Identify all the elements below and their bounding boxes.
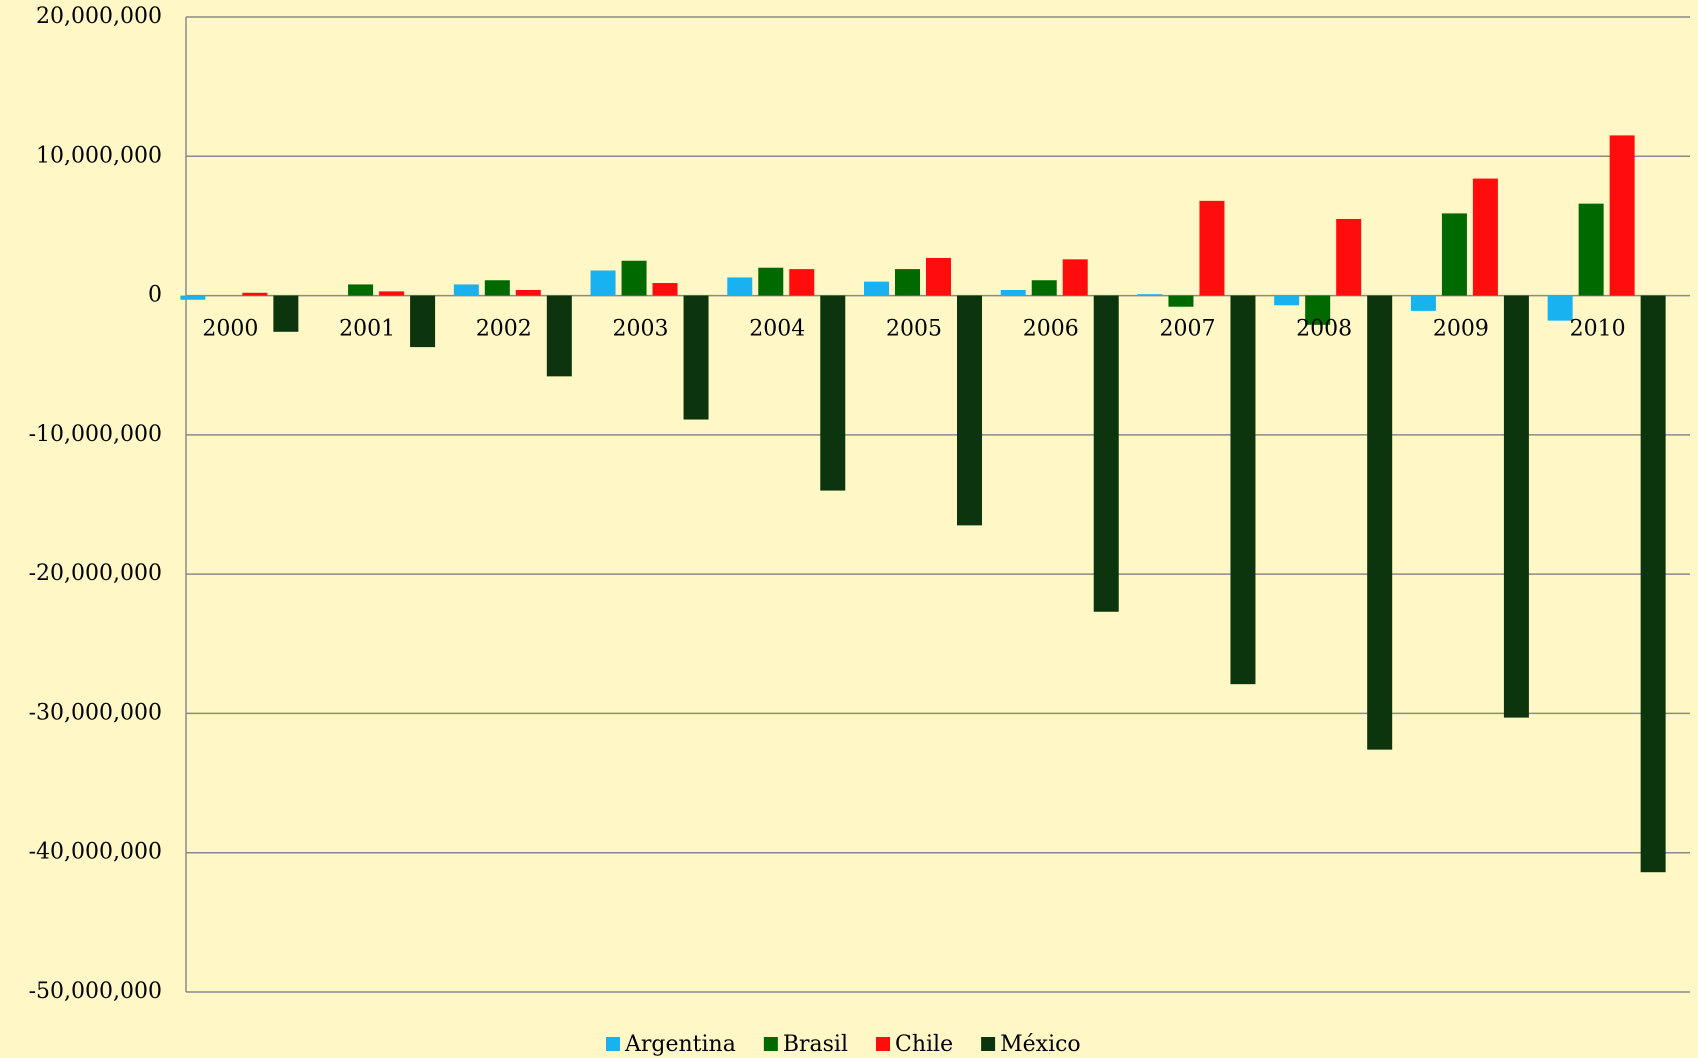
bar (895, 269, 920, 296)
legend-swatch (606, 1037, 620, 1051)
x-tick-label: 2006 (1023, 317, 1079, 342)
bar (515, 290, 541, 296)
bar (1062, 259, 1088, 296)
bar (1367, 295, 1393, 750)
bar (1031, 280, 1057, 296)
bar (758, 267, 784, 296)
bar (1578, 203, 1604, 296)
bar (1230, 295, 1256, 685)
bar (1410, 295, 1436, 311)
y-tick-label: -20,000,000 (29, 561, 162, 586)
x-tick-label: 2010 (1570, 317, 1626, 342)
bar (727, 277, 753, 296)
legend-swatch (876, 1037, 891, 1051)
bar (1609, 135, 1635, 296)
bar (273, 295, 299, 332)
y-tick-label: 0 (148, 283, 162, 308)
bar (379, 291, 405, 296)
y-tick-label: -10,000,000 (29, 422, 162, 447)
bar (1168, 295, 1194, 307)
legend-label: Brasil (783, 1032, 848, 1057)
x-tick-label: 2000 (202, 317, 258, 342)
bar (652, 283, 678, 296)
bar (957, 295, 982, 526)
bar (1137, 294, 1163, 296)
x-tick-label: 2005 (886, 317, 942, 342)
legend-swatch (981, 1037, 996, 1051)
y-tick-label: 10,000,000 (36, 143, 162, 168)
bar (789, 269, 815, 296)
legend-swatch (763, 1037, 778, 1051)
x-tick-label: 2009 (1433, 317, 1489, 342)
bar (1274, 295, 1300, 306)
bar (1547, 295, 1573, 321)
bar (683, 295, 709, 420)
x-tick-label: 2008 (1296, 317, 1352, 342)
bar (590, 270, 616, 296)
y-tick-label: 20,000,000 (36, 4, 162, 29)
bar (546, 295, 572, 377)
legend-label: México (1000, 1032, 1081, 1057)
bar (1000, 290, 1026, 296)
bar (1640, 295, 1666, 873)
bar (1305, 295, 1331, 325)
bar (242, 292, 268, 296)
bar (926, 257, 951, 296)
bar (1472, 178, 1498, 296)
bar (410, 295, 436, 348)
legend-label: Chile (895, 1032, 953, 1057)
y-tick-label: -30,000,000 (29, 700, 162, 725)
bar (1199, 200, 1225, 296)
x-tick-label: 2004 (749, 317, 805, 342)
bar (621, 260, 647, 296)
x-tick-label: 2007 (1159, 317, 1215, 342)
bar (1336, 218, 1362, 296)
bar (1503, 295, 1529, 718)
legend-label: Argentina (624, 1032, 736, 1057)
x-tick-label: 2003 (613, 317, 669, 342)
bar (348, 284, 374, 296)
bar (1441, 213, 1467, 296)
bar (864, 281, 889, 296)
bar (1093, 295, 1119, 612)
bar (820, 295, 846, 491)
y-tick-label: -50,000,000 (29, 979, 162, 1004)
x-tick-label: 2002 (476, 317, 532, 342)
bar (484, 280, 510, 296)
y-tick-label: -40,000,000 (29, 840, 162, 865)
bar (180, 295, 206, 300)
x-tick-label: 2001 (339, 317, 395, 342)
bar (453, 284, 479, 296)
